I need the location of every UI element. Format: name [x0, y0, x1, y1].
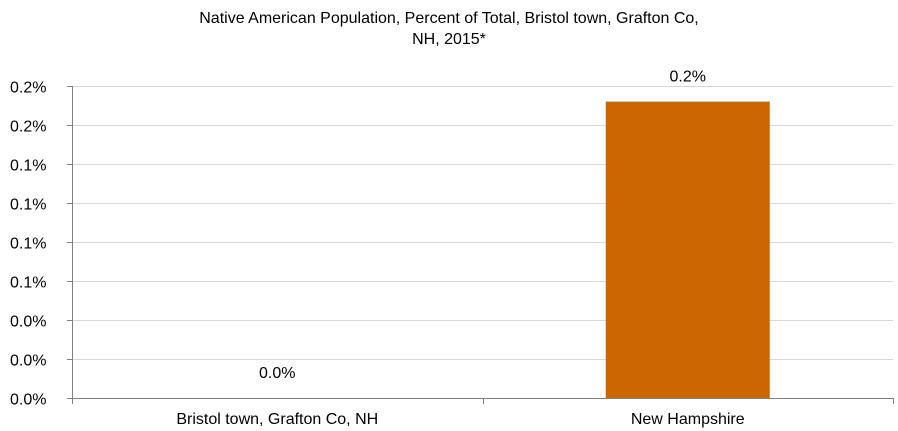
y-tick-label: 0.0% — [10, 392, 46, 409]
y-tick-label: 0.0% — [10, 314, 46, 331]
gridlines — [72, 86, 893, 360]
y-tick-label: 0.1% — [10, 197, 46, 214]
x-tick-label: New Hampshire — [631, 411, 745, 428]
bars — [605, 101, 770, 398]
x-tick-label: Bristol town, Grafton Co, NH — [176, 411, 378, 428]
chart-title-line-1: Native American Population, Percent of T… — [199, 10, 699, 27]
x-axis-tick-labels: Bristol town, Grafton Co, NH New Hampshir… — [176, 411, 744, 428]
y-tick-label: 0.2% — [10, 80, 46, 97]
y-axis-tick-labels: 0.0% 0.0% 0.0% 0.1% 0.1% 0.1% 0.1% 0.2% 0.2% — [10, 80, 46, 409]
y-tick-label: 0.1% — [10, 275, 46, 292]
data-label: 0.0% — [259, 365, 295, 382]
data-label: 0.2% — [670, 69, 706, 86]
y-tick-label: 0.1% — [10, 158, 46, 175]
y-tick-label: 0.0% — [10, 353, 46, 370]
data-labels: 0.0% 0.2% — [259, 69, 706, 382]
y-tick-label: 0.2% — [10, 119, 46, 136]
chart-title-line-2: NH, 2015* — [412, 31, 486, 48]
axes — [67, 86, 894, 404]
chart-title: Native American Population, Percent of T… — [0, 8, 898, 50]
y-tick-label: 0.1% — [10, 236, 46, 253]
bar — [605, 101, 770, 398]
